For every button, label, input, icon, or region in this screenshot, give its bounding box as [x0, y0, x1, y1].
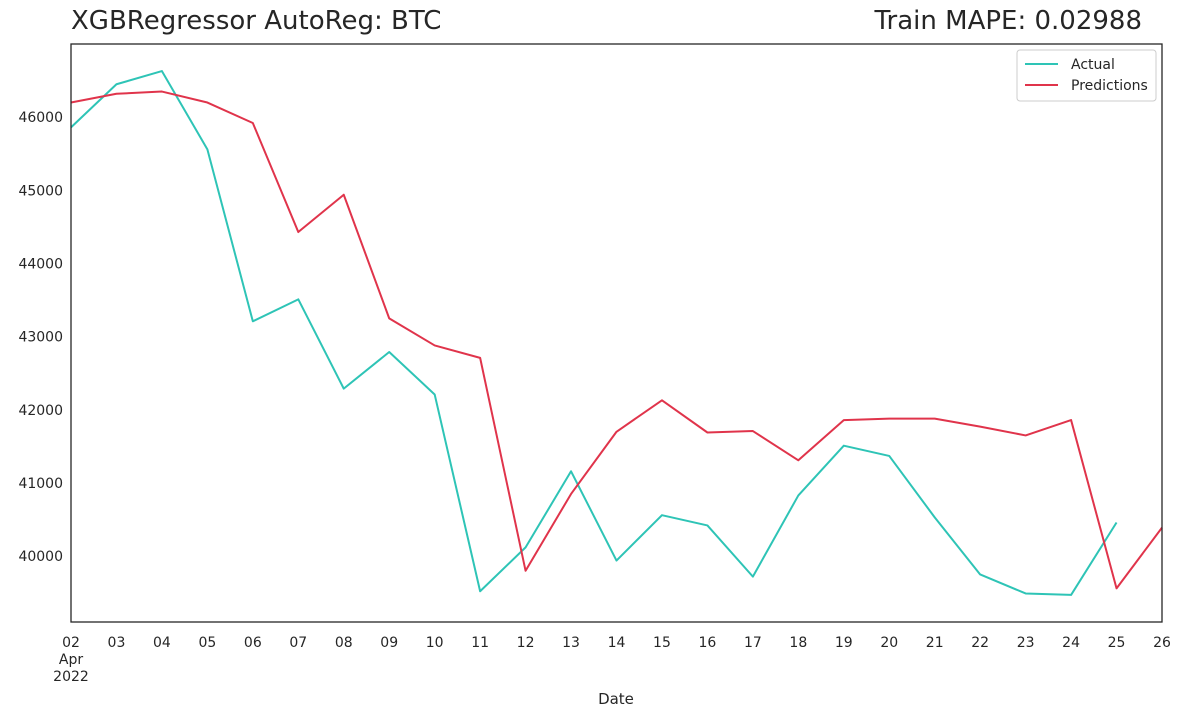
chart-subtitle: Train MAPE: 0.02988 [874, 6, 1142, 36]
y-tick-label: 43000 [18, 330, 63, 346]
x-tick-label: 06 [244, 635, 262, 651]
x-tick-label: 22 [971, 635, 989, 651]
x-tick-label: 24 [1062, 635, 1080, 651]
x-tick-label: 2022 [53, 669, 89, 685]
y-tick-label: 41000 [18, 476, 63, 492]
chart-title: XGBRegressor AutoReg: BTC [71, 6, 442, 36]
x-tick-label: 07 [289, 635, 307, 651]
series-line-actual [70, 70, 1118, 596]
x-tick-label: 11 [471, 635, 489, 651]
series-line-predictions [70, 90, 1163, 590]
x-tick-label: 18 [789, 635, 807, 651]
x-tick-label: 05 [198, 635, 216, 651]
x-tick-label: 16 [699, 635, 717, 651]
x-tick-label: 04 [153, 635, 171, 651]
x-tick-label: 21 [926, 635, 944, 651]
x-tick-label: 19 [835, 635, 853, 651]
x-axis-label: Date [598, 690, 634, 708]
legend: Actual Predictions [1016, 49, 1157, 102]
x-tick-label: Apr [59, 652, 83, 668]
y-tick-label: 45000 [18, 183, 63, 199]
x-tick-label: 12 [517, 635, 535, 651]
x-tick-label: 03 [108, 635, 126, 651]
x-tick-label: 13 [562, 635, 580, 651]
plot-frame [70, 43, 1163, 623]
legend-label-predictions: Predictions [1071, 78, 1148, 94]
y-tick-label: 44000 [18, 256, 63, 272]
legend-label-actual: Actual [1071, 57, 1115, 73]
x-tick-label: 14 [608, 635, 626, 651]
x-tick-label: 15 [653, 635, 671, 651]
y-tick-label: 46000 [18, 110, 63, 126]
x-tick-label: 02 [62, 635, 80, 651]
x-tick-label: 23 [1017, 635, 1035, 651]
x-tick-label: 26 [1153, 635, 1171, 651]
x-tick-label: 08 [335, 635, 353, 651]
x-tick-label: 10 [426, 635, 444, 651]
legend-box [1016, 49, 1157, 102]
x-tick-label: 20 [880, 635, 898, 651]
y-tick-label: 40000 [18, 549, 63, 565]
x-tick-label: 25 [1108, 635, 1126, 651]
x-tick-label: 17 [744, 635, 762, 651]
y-tick-label: 42000 [18, 403, 63, 419]
x-tick-label: 09 [380, 635, 398, 651]
